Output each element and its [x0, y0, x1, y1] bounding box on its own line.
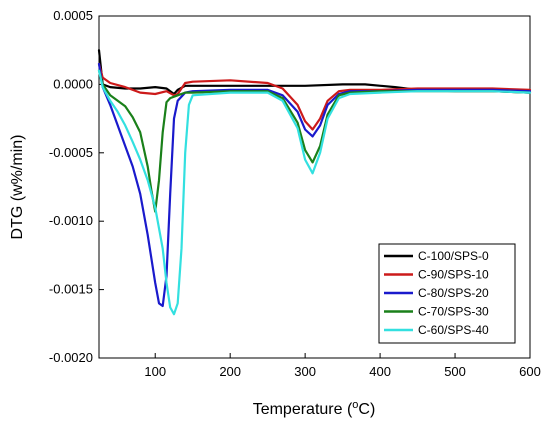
x-tick-label: 600 [519, 364, 541, 379]
series-line [97, 69, 532, 213]
y-tick-label: 0.0000 [53, 76, 93, 91]
y-tick-label: -0.0020 [49, 350, 93, 365]
y-tick-label: -0.0005 [49, 145, 93, 160]
plot-frame [98, 15, 531, 359]
series-lines [97, 49, 532, 316]
x-axis-title: Temperature (oC) [253, 399, 376, 418]
legend-label: C-70/SPS-30 [418, 305, 489, 319]
legend: C-100/SPS-0 C-90/SPS-10 C-80/SPS-20 C-70/SP… [378, 243, 516, 344]
legend-label: C-60/SPS-40 [418, 323, 489, 337]
x-tick-label: 500 [444, 364, 466, 379]
x-tick-label: 300 [294, 364, 316, 379]
legend-label: C-80/SPS-20 [418, 286, 489, 300]
x-tick-label: 400 [369, 364, 391, 379]
series-line [97, 62, 532, 131]
legend-label: C-90/SPS-10 [418, 268, 489, 282]
x-axis: 100 200 300 400 500 600 [144, 353, 541, 379]
y-axis: 0.0005 0.0000 -0.0005 -0.0010 -0.0015 -0.0020 [49, 8, 104, 365]
x-tick-label: 100 [144, 364, 166, 379]
series-line [97, 69, 532, 316]
x-tick-label: 200 [219, 364, 241, 379]
y-tick-label: 0.0005 [53, 8, 93, 23]
y-tick-label: -0.0015 [49, 282, 93, 297]
legend-label: C-100/SPS-0 [418, 249, 489, 263]
y-tick-label: -0.0010 [49, 213, 93, 228]
y-axis-title: DTG (w%/min) [9, 135, 26, 240]
